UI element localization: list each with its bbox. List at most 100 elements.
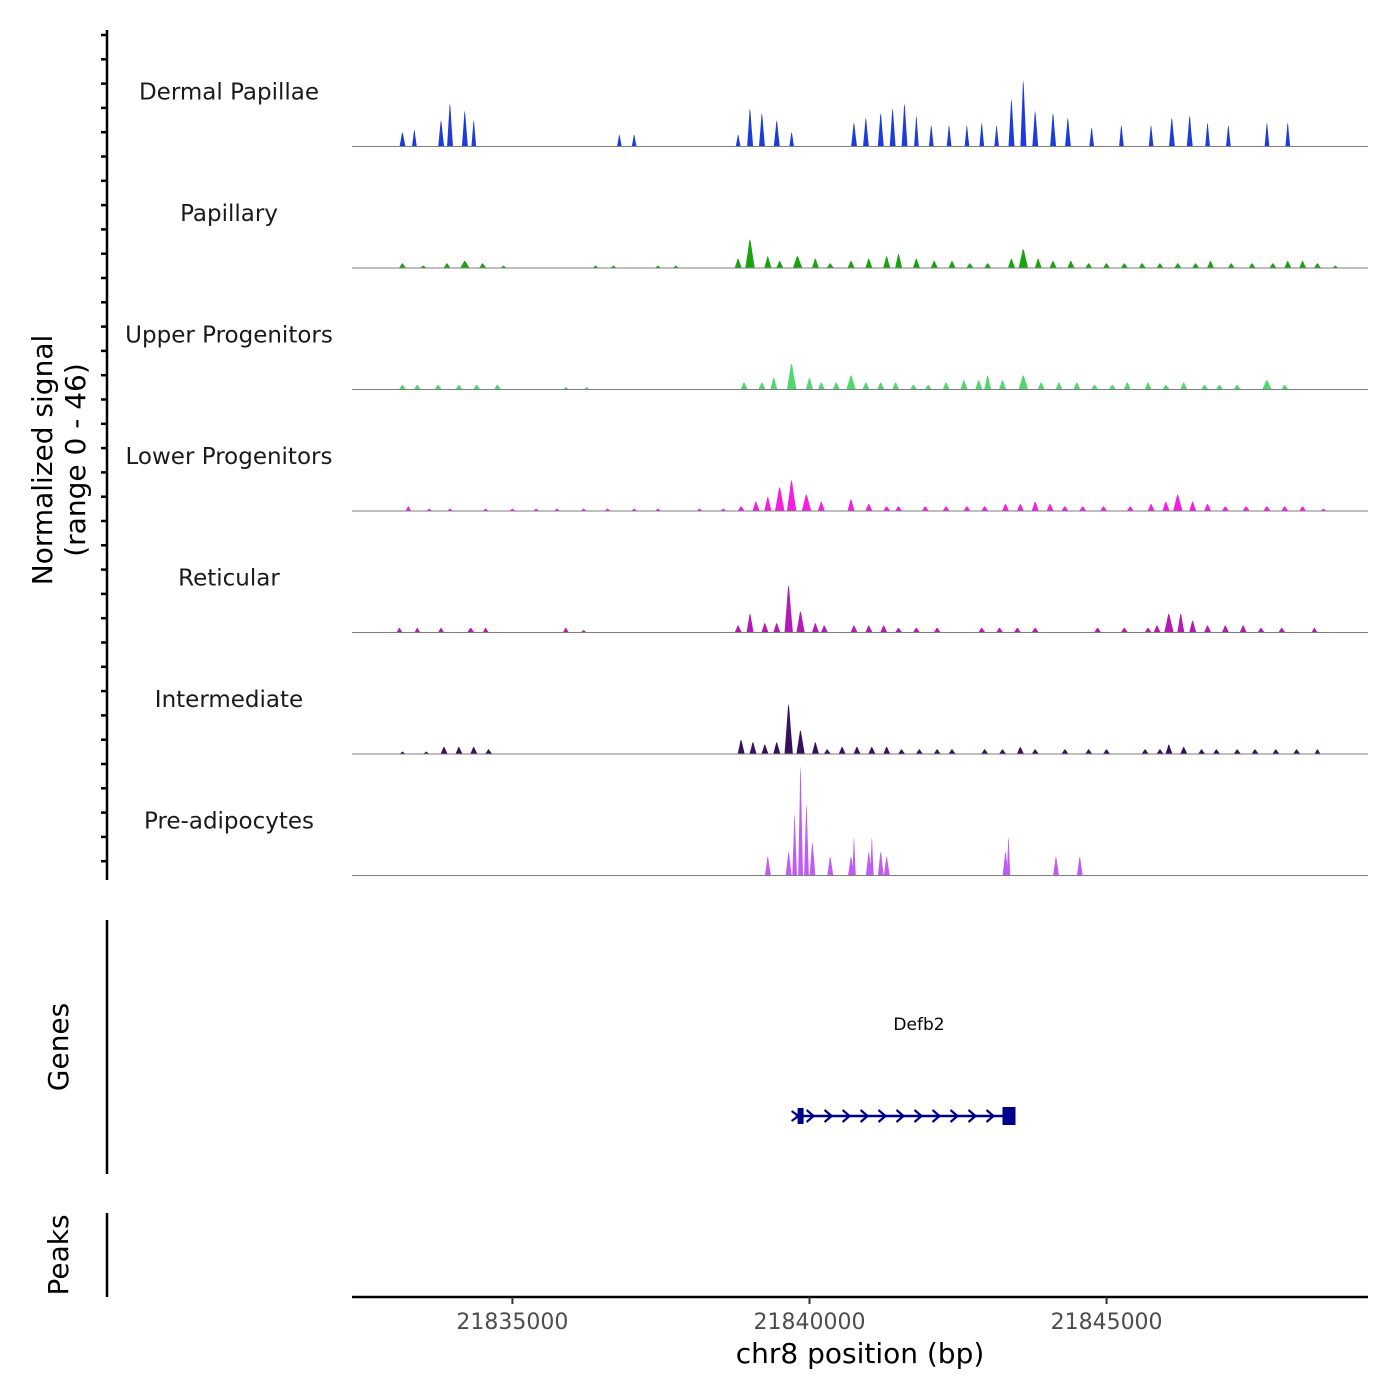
signal-peak (412, 129, 417, 147)
signal-peak (826, 263, 834, 268)
signal-peak (1204, 625, 1212, 633)
signal-peak (1067, 260, 1075, 268)
signal-peak (399, 132, 406, 147)
y-axis-title-line2: (range 0 - 46) (59, 363, 92, 557)
signal-peak (1153, 625, 1161, 633)
strand-arrow (877, 1109, 888, 1123)
signal-peak (1278, 627, 1286, 633)
strand-arrow (985, 1109, 996, 1123)
signal-peak (1198, 749, 1206, 754)
signal-peak (963, 506, 971, 511)
signal-peak (889, 108, 896, 147)
signal-peak (975, 379, 983, 390)
signal-peak (811, 258, 819, 268)
signal-peak (1293, 749, 1301, 754)
signal-peak (853, 746, 861, 754)
signal-peak (509, 508, 516, 511)
signal-peak (984, 375, 992, 390)
x-tick-label: 21835000 (456, 1310, 568, 1335)
signal-peak (1263, 506, 1271, 511)
strand-arrow (790, 1110, 801, 1122)
signal-peak (631, 134, 637, 147)
signal-peak (1201, 384, 1209, 390)
signal-peak (898, 749, 906, 754)
signal-peak (533, 508, 540, 511)
signal-peak (895, 253, 903, 268)
signal-peak (423, 751, 430, 754)
signal-peak (749, 742, 757, 754)
signal-peak (964, 125, 970, 147)
signal-peak (455, 384, 463, 390)
signal-peak (1239, 625, 1247, 633)
signal-peak (792, 256, 803, 268)
signal-peak (912, 258, 920, 268)
signal-peak (915, 749, 923, 754)
signal-peak (921, 506, 929, 511)
signal-peak (759, 113, 765, 147)
signal-peak (1120, 263, 1128, 268)
signal-peak (461, 110, 468, 147)
signal-peak (784, 584, 793, 633)
signal-peak (892, 382, 900, 390)
signal-peak (758, 382, 766, 390)
strand-arrow (805, 1109, 816, 1123)
signal-peak (984, 263, 992, 268)
x-axis-title: chr8 position (bp) (736, 1337, 985, 1370)
signal-peak (1073, 382, 1081, 390)
signal-peak (1053, 856, 1059, 876)
signal-peak (1272, 749, 1280, 754)
signal-peak (1123, 382, 1131, 390)
signal-peak (1269, 263, 1277, 268)
track-label: Lower Progenitors (126, 444, 333, 470)
signal-peak (862, 382, 870, 390)
signal-peak (1061, 749, 1069, 754)
signal-peak (752, 501, 760, 511)
signal-peak (1192, 263, 1200, 268)
signal-peak (482, 508, 489, 511)
track-reticular: Reticular (178, 566, 1368, 633)
signal-peak (785, 851, 792, 876)
signal-peak (948, 260, 956, 268)
signal-peak (838, 746, 846, 754)
signal-peak (1313, 263, 1322, 268)
signal-peak (580, 630, 587, 633)
signal-peak (604, 508, 611, 511)
y-axis-title-line1: Normalized signal (26, 335, 59, 586)
signal-peak (583, 387, 590, 390)
signal-peak (996, 627, 1004, 633)
signal-peak (773, 120, 780, 147)
signal-peak (737, 506, 745, 511)
signal-peak (870, 837, 874, 876)
coverage-tracks: Dermal Papillae Papillary Upper Progenitor… (125, 79, 1368, 876)
signal-peak (999, 379, 1007, 390)
signal-peak (1299, 506, 1307, 511)
signal-peak (610, 265, 617, 268)
signal-peak (447, 508, 453, 511)
signal-peak (1204, 503, 1212, 511)
signal-peak (740, 382, 748, 390)
signal-peak (1221, 625, 1229, 633)
signal-peak (761, 622, 769, 633)
signal-peak (1226, 125, 1231, 147)
signal-peak (1100, 506, 1108, 511)
signal-peak (1018, 248, 1029, 268)
signal-peak (948, 749, 956, 754)
signal-peak (912, 627, 920, 633)
signal-peak (1006, 837, 1011, 876)
signal-peak (1037, 382, 1045, 390)
signal-peak (1221, 506, 1229, 511)
signal-peak (1007, 258, 1016, 268)
signal-peak (792, 813, 797, 876)
signal-peak (933, 627, 941, 633)
track-label: Papillary (180, 201, 278, 227)
signal-peak (434, 384, 442, 390)
track-upper-progenitors: Upper Progenitors (125, 323, 1368, 390)
signal-peak (796, 611, 805, 633)
genes-panel-label: Genes (42, 1003, 75, 1091)
signal-peak (1227, 263, 1235, 268)
signal-peak (817, 382, 825, 390)
signal-peak (473, 384, 481, 390)
signal-peak (1002, 503, 1010, 511)
signal-peak (999, 749, 1007, 754)
